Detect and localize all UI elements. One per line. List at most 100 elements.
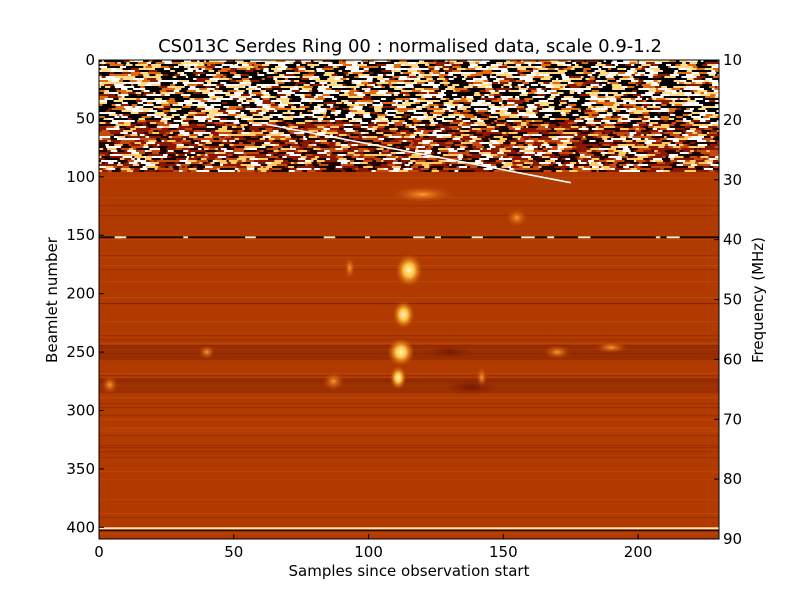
noise-cell [351,118,356,120]
noise-cell [448,110,454,112]
bright-line-400 [99,527,719,530]
noise-cell [352,72,363,74]
noise-cell [201,116,210,118]
noise-cell [401,142,411,144]
noise-cell [709,104,715,106]
noise-cell [613,142,617,144]
noise-cell [209,116,215,118]
noise-cell [611,116,614,118]
noise-cell [621,122,628,124]
noise-cell [296,82,306,84]
noise-cell [522,118,530,120]
noise-cell [557,146,568,148]
noise-cell [149,100,152,102]
noise-cell [313,148,319,150]
noise-cell [328,104,334,106]
noise-cell [400,130,410,132]
beamlet-stripe [99,296,719,299]
noise-cell [613,150,623,152]
noise-cell [189,120,199,122]
noise-cell [332,122,336,124]
noise-cell [367,104,373,106]
noise-cell [337,114,342,116]
noise-cell [236,72,242,74]
noise-cell [402,100,405,102]
noise-cell [303,148,314,150]
noise-cell [309,142,312,144]
noise-cell [203,98,211,100]
noise-cell [509,86,513,88]
noise-cell [605,124,615,126]
noise-cell [453,90,456,92]
noise-cell [334,76,344,78]
noise-cell [495,128,500,130]
noise-cell [559,84,567,86]
noise-cell [485,100,492,102]
noise-cell [514,120,522,122]
noise-cell [459,128,462,130]
noise-cell [275,122,286,124]
noise-cell [280,140,290,142]
noise-cell [481,76,484,78]
noise-cell [480,128,490,130]
noise-cell [620,60,624,62]
noise-cell [211,122,215,124]
noise-cell [578,126,582,128]
noise-cell [641,90,649,92]
noise-cell [424,60,434,62]
noise-cell [220,148,224,150]
noise-cell [309,74,315,76]
noise-cell [686,118,691,120]
noise-cell [227,70,236,72]
noise-cell [399,60,407,62]
noise-cell [629,116,634,118]
noise-cell [478,138,482,140]
noise-cell [463,86,470,88]
noise-cell [188,122,198,124]
noise-cell [584,134,588,136]
noise-cell [690,142,696,144]
noise-cell [532,108,537,110]
noise-cell [664,90,667,92]
noise-cell [438,148,448,150]
noise-cell [263,68,269,70]
noise-cell [366,78,373,80]
noise-cell [391,94,394,96]
noise-cell [569,78,576,80]
noise-cell [693,104,704,106]
noise-cell [270,142,280,144]
noise-cell [115,112,123,114]
noise-cell [195,70,202,72]
noise-cell [166,148,176,150]
noise-cell [493,122,497,124]
noise-cell [148,146,154,148]
noise-cell [332,140,336,142]
noise-cell [241,64,250,66]
noise-cell [197,112,206,114]
noise-cell [628,78,635,80]
noise-cell [330,154,338,156]
noise-cell [170,106,176,108]
noise-cell [603,128,612,130]
noise-cell [105,76,116,78]
noise-cell [497,116,501,118]
noise-cell [599,142,603,144]
noise-cell [667,88,672,90]
noise-cell [286,152,295,154]
noise-cell [303,84,310,86]
noise-cell [638,124,649,126]
noise-cell [545,152,552,154]
noise-cell [379,124,390,126]
noise-cell [489,116,496,118]
noise-cell [240,70,246,72]
noise-cell [268,112,274,114]
noise-cell [366,84,371,86]
noise-cell [692,94,701,96]
noise-cell [152,124,158,126]
noise-cell [280,66,288,68]
noise-cell [161,88,169,90]
noise-cell [102,104,112,106]
dark-line-151 [99,236,719,239]
noise-cell [683,110,693,112]
noise-cell [453,146,461,148]
